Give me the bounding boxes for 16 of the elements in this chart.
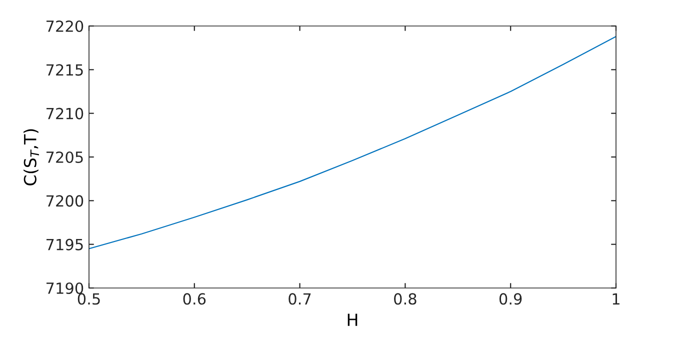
x-tick-label: 1 <box>612 293 620 304</box>
x-tick-label: 0.5 <box>78 293 100 305</box>
y-axis-title: C(S$_{T}$,T) <box>24 129 39 186</box>
y-tick-label: 7215 <box>46 64 83 76</box>
y-tick-label: 7210 <box>46 108 84 120</box>
y-tick-label: 7205 <box>46 151 83 164</box>
x-tick-label: 0.6 <box>183 293 206 305</box>
y-tick-label: 7200 <box>46 195 84 207</box>
x-tick-label: 0.8 <box>394 293 416 305</box>
y-tick-label: 7190 <box>46 282 84 294</box>
y-tick-label: 7195 <box>46 238 83 250</box>
x-axis-title: H <box>348 314 358 326</box>
x-tick-label: 0.9 <box>499 293 522 305</box>
y-tick-label: 7220 <box>46 20 84 32</box>
line-series <box>89 36 616 250</box>
x-tick-label: 0.7 <box>288 293 311 305</box>
